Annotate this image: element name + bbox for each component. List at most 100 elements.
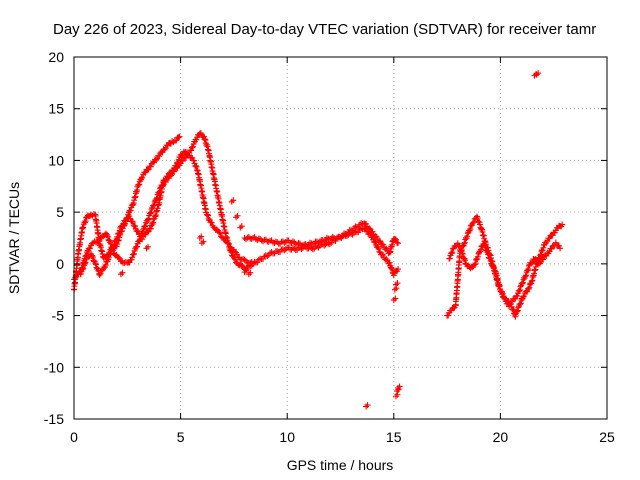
track-F-point xyxy=(509,306,516,313)
track-E-point xyxy=(265,238,272,245)
outliers-point xyxy=(119,269,126,276)
y-axis-label: SDTVAR / TECUs xyxy=(6,182,22,294)
tick-labels-layer: 0 5 10 15 20 25 -15 -10 -5 0 5 10 15 20 xyxy=(44,49,615,445)
track-D-point xyxy=(291,245,298,252)
track-G-point xyxy=(517,283,524,290)
outliers-point xyxy=(364,402,371,409)
outliers-point xyxy=(143,245,150,252)
track-E-point xyxy=(372,239,379,246)
track-G-point xyxy=(498,288,505,295)
track-E-point xyxy=(348,231,355,238)
track-C-point xyxy=(153,195,160,202)
track-G-point xyxy=(455,242,462,249)
track-E-point xyxy=(336,234,343,241)
track-D-point xyxy=(255,256,262,263)
track-G-point xyxy=(516,286,523,293)
track-C-point xyxy=(148,209,155,216)
outliers-point xyxy=(117,271,124,278)
track-G-point xyxy=(540,256,547,263)
track-D-point xyxy=(392,236,399,243)
track-A-point xyxy=(138,175,145,182)
track-E-point xyxy=(321,238,328,245)
track-G-point xyxy=(474,253,481,260)
outliers-point xyxy=(237,224,244,231)
track-D-point xyxy=(372,233,379,240)
track-A-point xyxy=(136,181,143,188)
track-B-point xyxy=(191,157,198,164)
track-E-point xyxy=(369,233,376,240)
outliers-point xyxy=(196,235,203,241)
track-G-point xyxy=(487,255,494,262)
track-B-point xyxy=(105,254,112,261)
track-D-point xyxy=(264,253,271,260)
track-F-point xyxy=(528,278,535,285)
track-C-point xyxy=(145,215,152,222)
track-F-point xyxy=(474,215,481,222)
outliers-point xyxy=(230,197,237,204)
track-A-point xyxy=(147,163,154,170)
track-C-point xyxy=(136,237,143,244)
track-C-point xyxy=(107,240,114,247)
plot-frame xyxy=(73,56,608,420)
track-F-point xyxy=(515,304,522,311)
track-A-point xyxy=(144,166,151,173)
track-B-point xyxy=(205,215,212,222)
track-G-point xyxy=(490,265,497,272)
outliers-point xyxy=(238,223,245,230)
track-B-point xyxy=(194,167,201,174)
track-B-point xyxy=(204,211,211,218)
x-tick-label: 0 xyxy=(70,429,78,445)
outliers-point xyxy=(390,297,397,304)
track-B-point xyxy=(119,222,126,229)
track-A-point xyxy=(130,201,137,208)
track-G-point xyxy=(519,279,526,286)
track-E-point xyxy=(282,239,289,246)
track-B-point xyxy=(128,218,135,225)
outliers-point xyxy=(535,70,542,77)
outliers-point xyxy=(198,240,205,247)
outliers-point xyxy=(396,383,403,390)
track-B-point xyxy=(97,270,104,277)
track-C-point xyxy=(129,254,136,261)
track-C-point xyxy=(110,247,117,254)
track-C-point xyxy=(150,202,157,209)
outliers-point xyxy=(392,295,399,302)
track-G-point xyxy=(516,288,523,295)
outliers-point xyxy=(392,281,399,288)
track-G-point xyxy=(449,245,456,252)
track-G-point xyxy=(476,249,483,256)
track-G-point xyxy=(480,241,487,248)
track-F-point xyxy=(520,293,527,300)
track-B-point xyxy=(89,252,96,259)
track-F-point xyxy=(470,219,477,226)
track-C-point xyxy=(82,253,89,260)
outliers-point xyxy=(233,214,240,221)
track-B-point xyxy=(215,229,222,236)
y-tick-label: -10 xyxy=(44,359,64,375)
track-B-point xyxy=(134,228,141,235)
y-tick-label: 10 xyxy=(48,152,64,168)
track-C-point xyxy=(108,244,115,251)
track-C-point xyxy=(156,188,163,195)
track-B-point xyxy=(150,219,157,226)
track-B-point xyxy=(92,261,99,268)
track-E-point xyxy=(306,239,313,246)
track-G-point xyxy=(557,245,564,252)
track-D-point xyxy=(363,220,370,227)
track-G-point xyxy=(487,257,494,264)
track-C-point xyxy=(137,236,144,243)
outliers-point xyxy=(243,267,250,274)
track-C-point xyxy=(162,179,169,186)
y-tick-label: -5 xyxy=(52,308,65,324)
x-tick-label: 15 xyxy=(386,429,402,445)
track-F-point xyxy=(469,220,476,227)
track-G-point xyxy=(456,243,463,250)
track-B-point xyxy=(234,251,241,258)
track-D-point xyxy=(268,249,275,256)
track-F-point xyxy=(538,248,545,255)
track-G-point xyxy=(472,260,479,267)
track-G-point xyxy=(473,256,480,263)
track-E-point xyxy=(323,234,330,241)
track-G-point xyxy=(485,251,492,258)
